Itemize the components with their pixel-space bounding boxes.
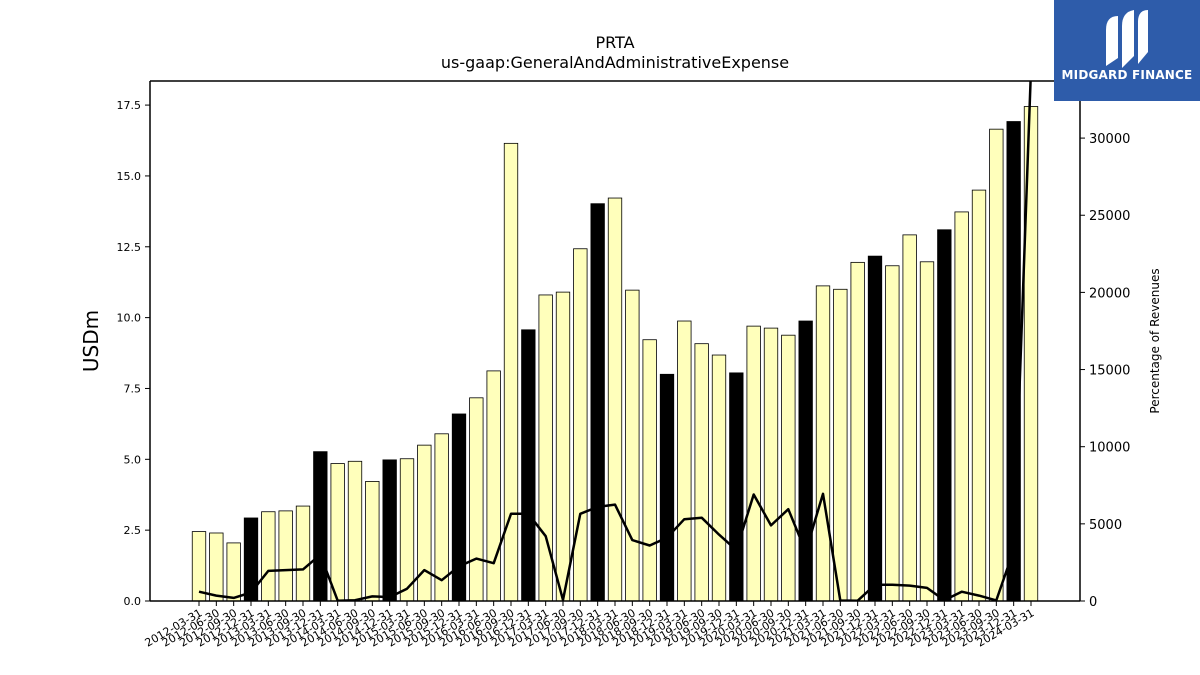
bars-layer: [191, 106, 1039, 602]
axes-layer: 0.0 2.5 5.0 7.5 10.0 12.5 15.0 17.5 0 5000 10000 15…: [117, 80, 1130, 650]
bar: [555, 291, 571, 602]
bar: [451, 413, 467, 602]
bar: [815, 285, 831, 602]
bar: [867, 255, 883, 602]
bar: [590, 203, 605, 602]
bar: [261, 511, 276, 602]
y2-tick-label: 5000: [1089, 518, 1122, 533]
bar: [469, 397, 484, 602]
bar: [226, 542, 241, 602]
y-tick-label: 7.5: [124, 382, 142, 395]
bar: [763, 327, 779, 602]
y2-tick-label: 0: [1089, 595, 1097, 610]
bar: [399, 458, 415, 602]
bar: [278, 510, 293, 602]
y2-tick-label: 15000: [1089, 364, 1130, 379]
y-tick-label: 17.5: [117, 99, 142, 112]
bar: [486, 370, 501, 602]
y-tick-label: 12.5: [117, 241, 142, 254]
brand-name: MIDGARD FINANCE: [1061, 68, 1193, 82]
y-tick-label: 0.0: [124, 595, 142, 608]
y-tick-label: 10.0: [117, 312, 142, 325]
bar: [521, 329, 536, 602]
bar: [625, 289, 640, 602]
bar: [365, 481, 380, 602]
y-tick-label: 5.0: [124, 453, 142, 466]
y-axis-label: USDm: [79, 310, 103, 372]
logo-mark-icon: [1106, 10, 1148, 68]
bar: [746, 325, 761, 602]
y2-tick-label: 10000: [1089, 441, 1130, 456]
y2-tick-label: 20000: [1089, 286, 1130, 301]
y2-tick-label: 30000: [1089, 132, 1130, 147]
bar: [989, 128, 1004, 602]
bar: [677, 320, 692, 602]
bar: [833, 288, 848, 602]
bar: [694, 343, 709, 602]
bar: [937, 229, 952, 602]
bar: [313, 451, 328, 602]
y2-tick-label: 25000: [1089, 209, 1130, 224]
bar: [919, 261, 935, 602]
y2-axis-label: Percentage of Revenues: [1148, 268, 1162, 413]
chart-title: PRTA: [595, 33, 634, 52]
bar: [971, 189, 987, 602]
bar: [729, 372, 744, 602]
bar: [347, 460, 363, 602]
bar: [885, 265, 900, 602]
bar: [417, 444, 432, 602]
bar: [850, 261, 865, 602]
bar: [573, 248, 588, 602]
bar: [209, 532, 224, 602]
bar: [607, 197, 623, 602]
y-tick-label: 15.0: [117, 170, 142, 183]
bar: [711, 354, 727, 602]
bar: [295, 505, 311, 602]
bar: [382, 459, 397, 602]
bar: [191, 531, 207, 602]
bar: [659, 373, 675, 602]
bar: [330, 463, 345, 602]
brand-logo: MIDGARD FINANCE: [1054, 0, 1200, 101]
bar: [902, 234, 917, 602]
chart-subtitle: us-gaap:GeneralAndAdministrativeExpense: [441, 53, 789, 72]
bar: [642, 339, 657, 602]
bar: [781, 334, 796, 602]
bar: [954, 211, 969, 602]
bar: [798, 320, 813, 602]
bar: [503, 142, 519, 602]
y-tick-label: 2.5: [124, 524, 142, 537]
